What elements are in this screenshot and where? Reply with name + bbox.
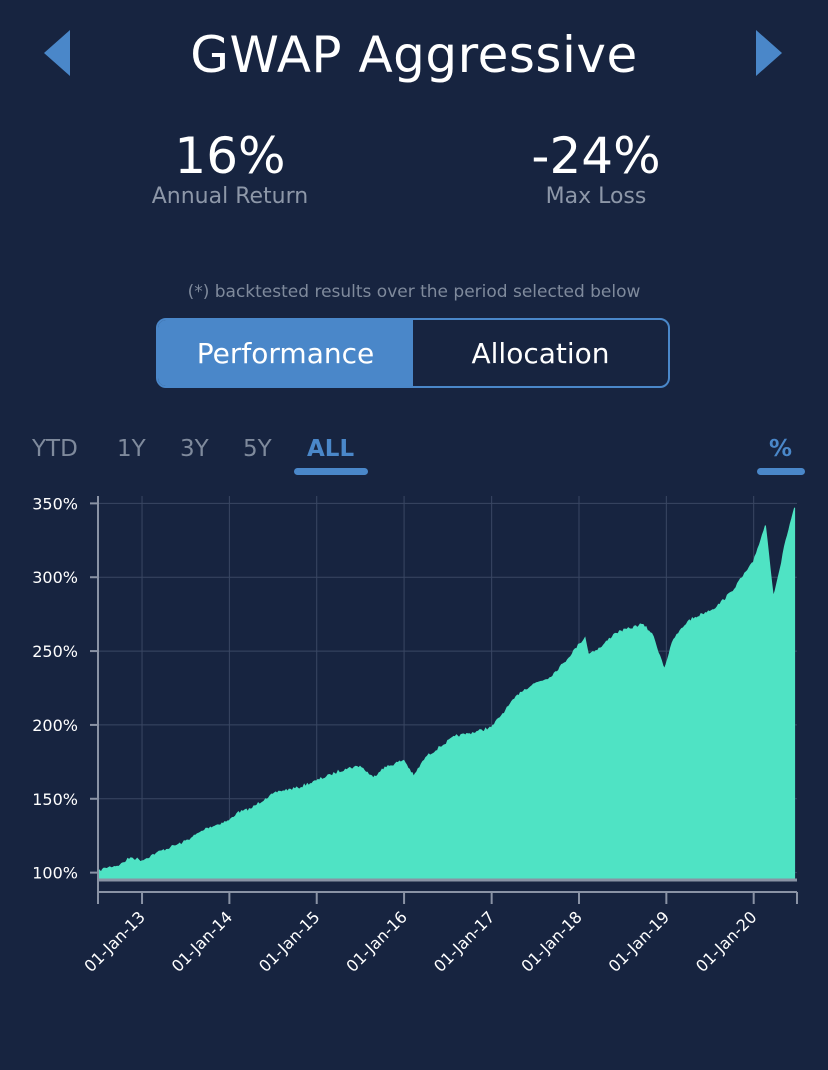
x-tick-label: 01-Jan-20: [692, 907, 760, 975]
max-loss-value: -24%: [531, 127, 661, 185]
annual-return-stat: 16% Annual Return: [80, 126, 380, 209]
y-tick-label: 200%: [32, 716, 78, 735]
backtest-note: (*) backtested results over the period s…: [187, 282, 641, 302]
performance-chart: 100%150%200%250%300%350% 01-Jan-13 01-Jan…: [32, 494, 798, 976]
range-ytd[interactable]: YTD: [32, 436, 78, 462]
y-tick-label: 150%: [32, 790, 78, 809]
x-tick-label: 01-Jan-15: [255, 907, 323, 975]
triangle-left-icon[interactable]: [42, 28, 72, 78]
strategy-title: GWAP Aggressive: [190, 26, 638, 84]
x-tick-label: 01-Jan-17: [430, 907, 498, 975]
range-5y[interactable]: 5Y: [243, 436, 272, 462]
y-tick-label: 250%: [32, 642, 78, 661]
annual-return-value: 16%: [174, 127, 286, 185]
y-axis-labels: 100% 150% 200% 250% 300% 350%: [32, 494, 78, 882]
max-loss-label: Max Loss: [545, 184, 647, 209]
tab-allocation[interactable]: Allocation: [471, 336, 610, 370]
annual-return-label: Annual Return: [151, 184, 309, 209]
range-all[interactable]: ALL: [307, 436, 355, 462]
performance-area: [97, 507, 796, 881]
view-segmented-control: Performance Allocation: [156, 318, 670, 388]
x-tick-label: 01-Jan-18: [517, 907, 585, 975]
x-tick-label: 01-Jan-13: [80, 907, 148, 975]
max-loss-stat: -24% Max Loss: [446, 126, 746, 209]
x-tick-label: 01-Jan-14: [168, 907, 236, 975]
chart-axes: [90, 496, 798, 904]
range-3y[interactable]: 3Y: [180, 436, 209, 462]
unit-toggle-underline: [757, 468, 805, 475]
triangle-right-icon[interactable]: [754, 28, 784, 78]
range-1y[interactable]: 1Y: [117, 436, 146, 462]
x-tick-label: 01-Jan-19: [605, 907, 673, 975]
range-selector: YTD 1Y 3Y 5Y ALL %: [0, 436, 828, 480]
tab-performance[interactable]: Performance: [158, 320, 413, 386]
y-tick-label: 300%: [32, 568, 78, 587]
range-all-underline: [294, 468, 368, 475]
unit-toggle-percent[interactable]: %: [769, 436, 793, 462]
x-axis-labels: 01-Jan-13 01-Jan-14 01-Jan-15 01-Jan-16 01-J…: [80, 907, 760, 975]
y-tick-label: 350%: [32, 494, 78, 513]
y-tick-label: 100%: [32, 864, 78, 883]
x-tick-label: 01-Jan-16: [342, 907, 410, 975]
